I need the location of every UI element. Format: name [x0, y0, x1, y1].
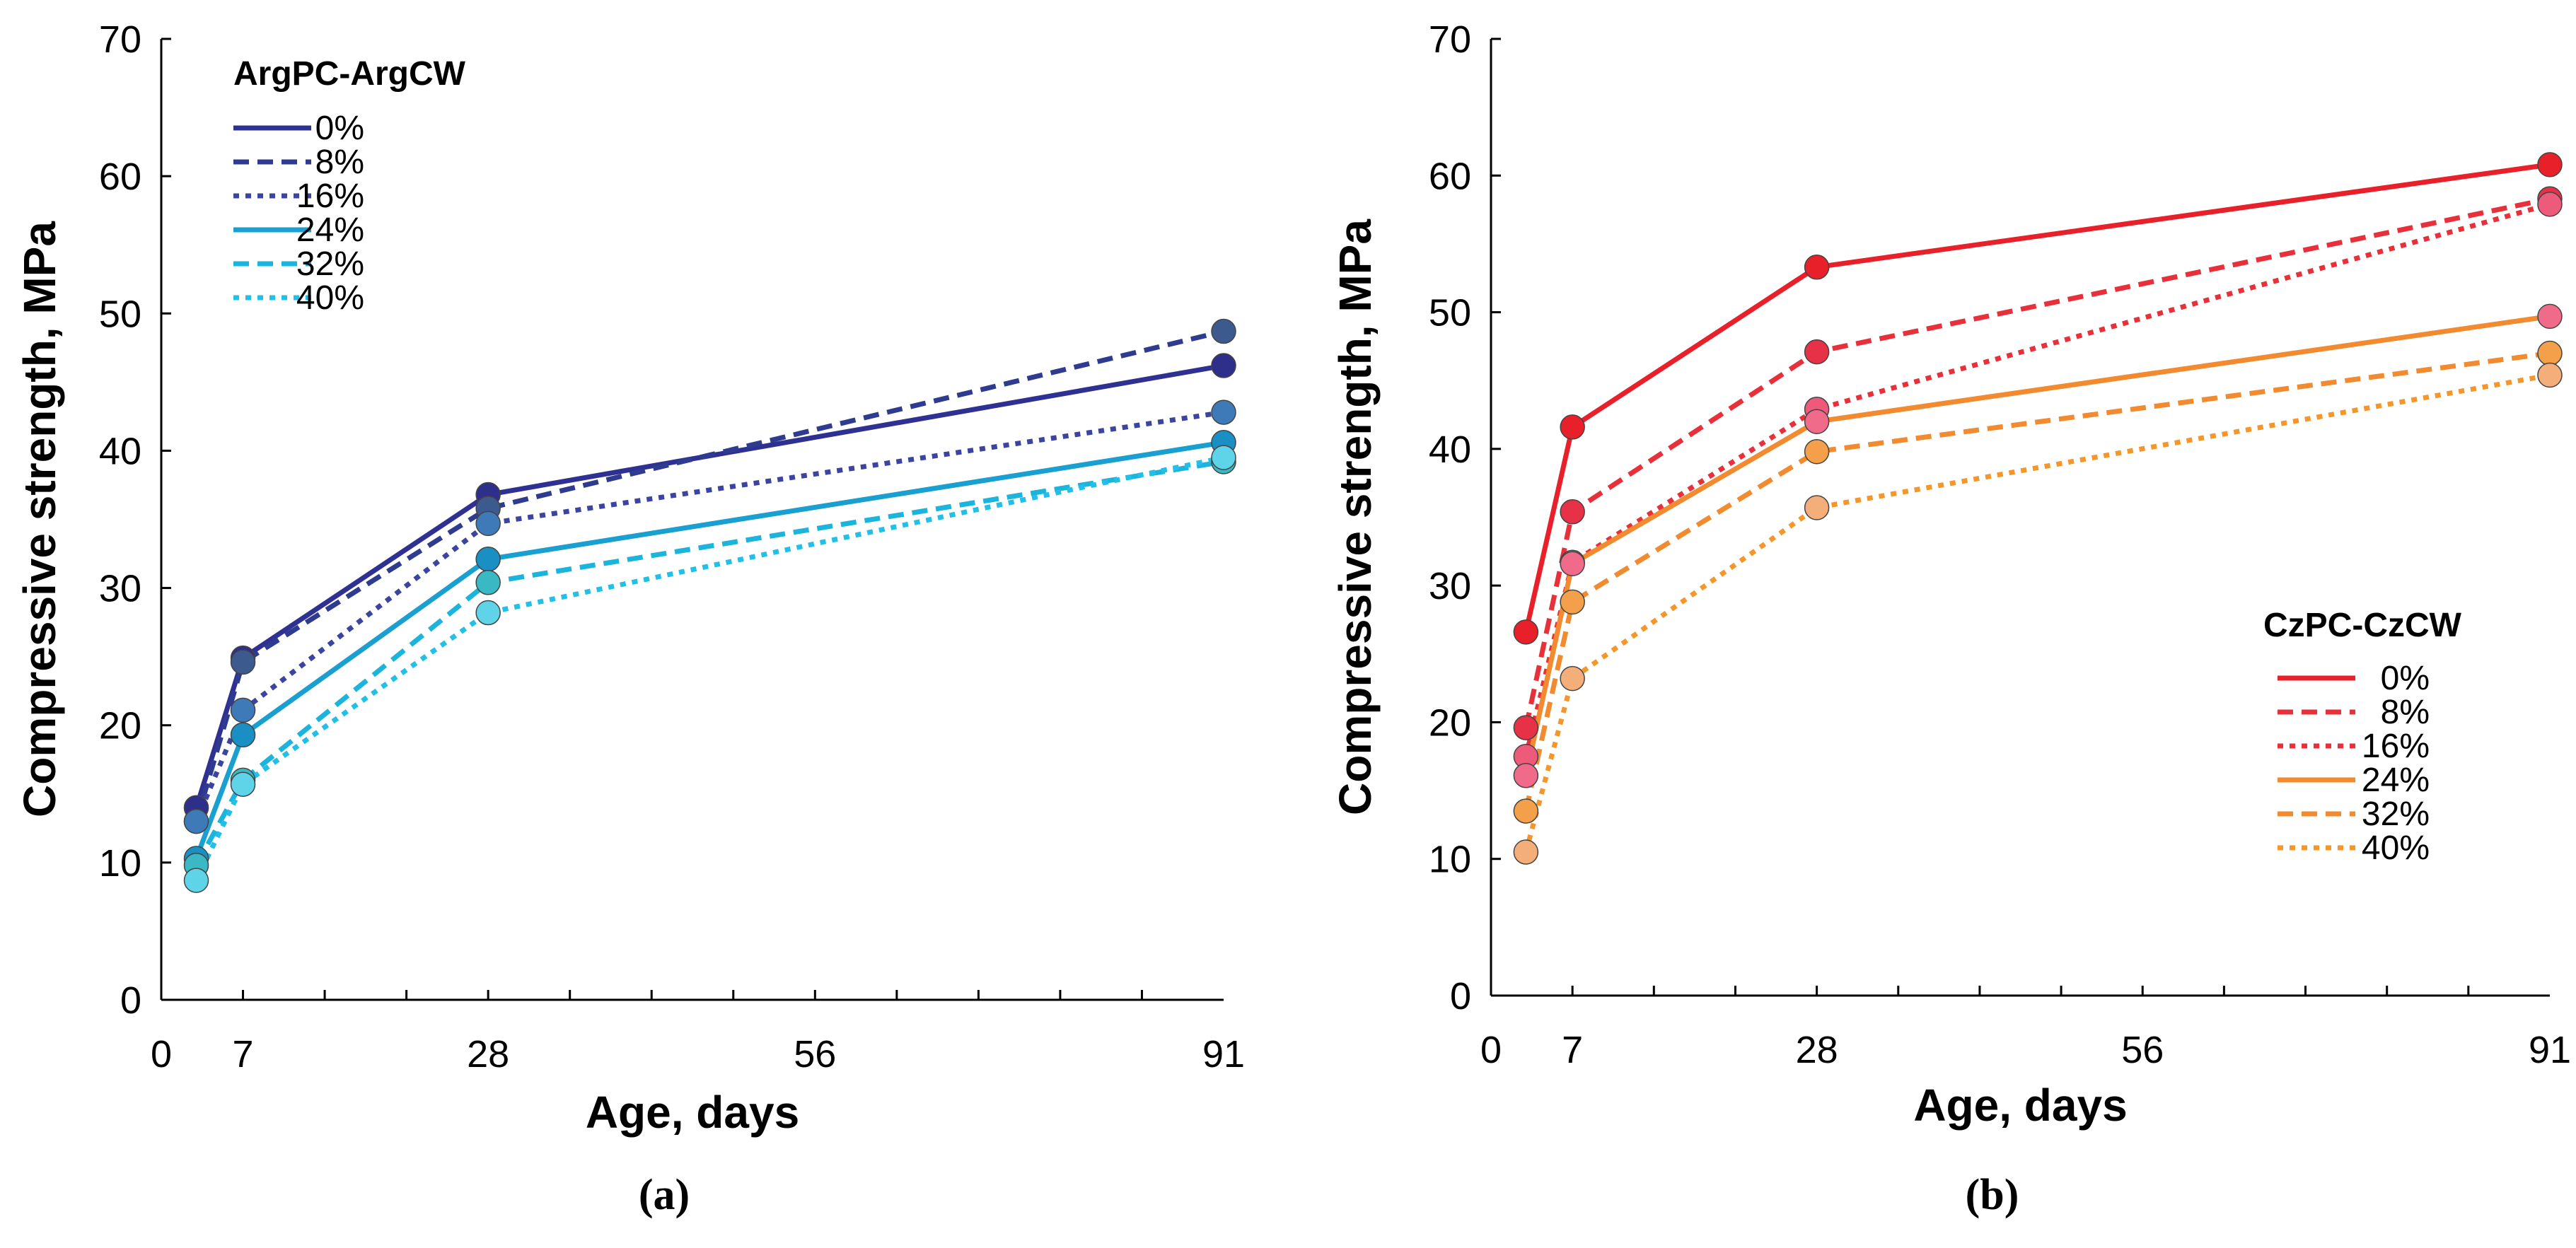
- data-point-0pct: [1514, 620, 1538, 644]
- y-tick-label: 50: [99, 293, 141, 335]
- legend-label: 8%: [2381, 694, 2430, 731]
- data-point-8pct: [231, 650, 255, 674]
- series-line-8pct: [197, 332, 1224, 822]
- x-tick-label: 7: [1562, 1029, 1583, 1071]
- series-line-16pct: [197, 412, 1224, 822]
- x-axis-title: Age, days: [1913, 1080, 2127, 1131]
- y-tick-label: 40: [99, 430, 141, 472]
- data-point-0pct: [2538, 153, 2562, 177]
- data-point-40pct: [476, 601, 500, 625]
- legend-label: 8%: [315, 144, 364, 181]
- data-point-8pct: [1560, 500, 1584, 524]
- x-tick-label: 91: [1202, 1033, 1245, 1075]
- y-tick-label: 40: [1429, 428, 1471, 471]
- panel-label: (b): [1966, 1171, 2019, 1219]
- data-point-40pct: [231, 772, 255, 796]
- x-axis-title: Age, days: [586, 1087, 799, 1138]
- x-tick-label: 91: [2529, 1029, 2571, 1071]
- y-tick-label: 60: [1429, 155, 1471, 197]
- data-point-8pct: [1805, 340, 1829, 364]
- series-group: [185, 320, 1236, 893]
- data-point-40pct: [1514, 840, 1538, 864]
- x-tick-label: 7: [233, 1033, 254, 1075]
- legend-title: CzPC-CzCW: [2263, 607, 2462, 644]
- legend-label: 24%: [296, 211, 364, 249]
- x-tick-label: 0: [1480, 1029, 1502, 1071]
- data-point-8pct: [1212, 320, 1236, 344]
- data-point-0pct: [1805, 255, 1829, 279]
- data-point-16pct: [185, 810, 209, 834]
- y-tick-label: 70: [99, 18, 141, 61]
- y-tick-label: 0: [120, 979, 141, 1022]
- y-axis-title: Compressive strength, MPa: [14, 221, 65, 817]
- data-point-40pct: [2538, 363, 2562, 387]
- legend-label: 40%: [296, 279, 364, 317]
- data-point-40pct: [1212, 445, 1236, 470]
- legend-label: 24%: [2362, 762, 2430, 799]
- legend-label: 40%: [2362, 829, 2430, 867]
- data-point-0pct: [1212, 354, 1236, 378]
- x-tick-label: 28: [467, 1033, 509, 1075]
- x-tick-label: 56: [794, 1033, 836, 1075]
- legend-label: 16%: [2362, 728, 2430, 765]
- y-tick-label: 10: [1429, 839, 1471, 881]
- y-tick-label: 60: [99, 156, 141, 198]
- data-point-24pct: [2538, 304, 2562, 328]
- legend-label: 0%: [315, 110, 364, 147]
- data-point-40pct: [185, 868, 209, 892]
- data-point-32pct: [1514, 799, 1538, 823]
- data-point-0pct: [1560, 415, 1584, 439]
- y-tick-label: 20: [99, 705, 141, 747]
- series-line-0pct: [1526, 165, 2550, 632]
- data-point-8pct: [1514, 716, 1538, 740]
- panel-label: (a): [639, 1171, 690, 1219]
- data-point-16pct: [2538, 192, 2562, 216]
- x-tick-label: 28: [1796, 1029, 1838, 1071]
- legend-label: 0%: [2381, 660, 2430, 697]
- data-point-32pct: [1560, 590, 1584, 614]
- legend-label: 32%: [296, 245, 364, 283]
- figure: 01020304050607007285691Compressive stren…: [0, 0, 2576, 1248]
- data-point-24pct: [231, 723, 255, 747]
- x-tick-label: 56: [2121, 1029, 2164, 1071]
- chart-panel-b: 0 10 20 30 40 50 60 70 0 7 28 56 91 Compressive stren…: [1330, 18, 2571, 1219]
- legend-title: ArgPC-ArgCW: [233, 55, 466, 93]
- series-line-0pct: [197, 366, 1224, 807]
- data-point-16pct: [476, 511, 500, 535]
- y-tick-label: 50: [1429, 292, 1471, 334]
- data-point-24pct: [1805, 409, 1829, 433]
- data-point-24pct: [1514, 764, 1538, 788]
- y-tick-label: 10: [99, 842, 141, 885]
- data-point-24pct: [1560, 552, 1584, 576]
- series-line-40pct: [197, 457, 1224, 880]
- series-line-8pct: [1526, 199, 2550, 728]
- y-tick-label: 70: [1429, 18, 1471, 61]
- data-point-16pct: [231, 698, 255, 722]
- y-tick-label: 20: [1429, 701, 1471, 744]
- legend-label: 32%: [2362, 795, 2430, 833]
- data-point-32pct: [476, 571, 500, 595]
- y-axis-title: Compressive strength, MPa: [1330, 219, 1381, 815]
- legend: ArgPC-ArgCW 0%8%16%24%32%40%: [233, 55, 466, 317]
- data-point-40pct: [1805, 496, 1829, 520]
- legend: CzPC-CzCW 0%8%16%24%32%40%: [2263, 607, 2462, 867]
- data-point-32pct: [2538, 342, 2562, 366]
- data-point-40pct: [1560, 667, 1584, 691]
- x-tick-label: 0: [151, 1033, 172, 1075]
- data-point-16pct: [1212, 400, 1236, 424]
- legend-label: 16%: [296, 177, 364, 215]
- y-tick-label: 0: [1450, 975, 1471, 1017]
- chart-panel-a: 0 10 20 30 40 50 60 70 0 7 28 56 91 Compressive stren…: [14, 18, 1245, 1219]
- y-tick-label: 30: [99, 568, 141, 610]
- data-point-32pct: [1805, 440, 1829, 464]
- series-line-24pct: [197, 443, 1224, 858]
- data-point-24pct: [476, 547, 500, 571]
- y-tick-label: 30: [1429, 565, 1471, 607]
